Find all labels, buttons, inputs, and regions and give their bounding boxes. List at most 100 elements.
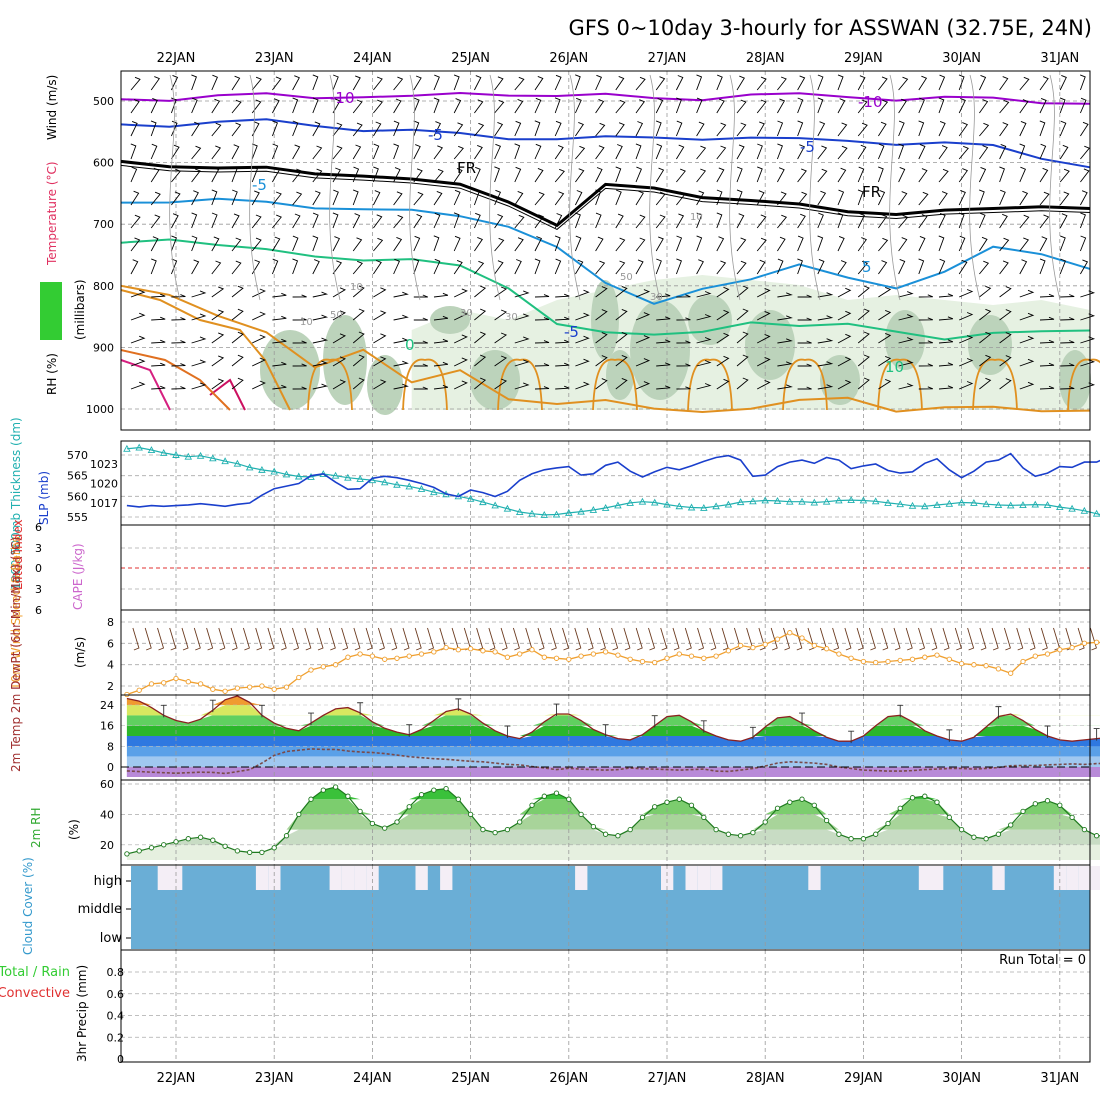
rh-contour — [569, 74, 581, 301]
wind-barb — [837, 260, 847, 275]
rh-tick-label: 20 — [100, 839, 114, 852]
rh2m-point — [848, 836, 854, 842]
wind-barb — [1059, 213, 1068, 229]
rh-contour — [649, 74, 661, 301]
wind-speed-point — [566, 656, 572, 662]
wind-barb-10m — [304, 627, 312, 651]
ylabel-rh: RH (%) — [45, 353, 59, 395]
wind-barb — [918, 363, 933, 367]
temp-minmax-bar — [700, 720, 707, 733]
wind-barb — [211, 378, 225, 390]
cloud-high-gap — [685, 866, 698, 890]
wind-barb — [554, 120, 562, 137]
wind-barb — [555, 385, 570, 390]
wind-speed-point — [541, 654, 547, 660]
wind-barb — [352, 377, 365, 390]
wind-barb — [292, 144, 301, 160]
wind-barb — [191, 259, 200, 275]
wind-barb — [474, 236, 483, 252]
wind-barb-10m — [672, 627, 680, 651]
wind-speed-point — [823, 646, 830, 652]
wind-barb — [655, 214, 666, 229]
rh-shade-dark — [968, 315, 1012, 375]
wind-speed-point — [848, 655, 854, 661]
wind-speed-point — [676, 651, 682, 657]
precip-tick-label: 0.4 — [107, 1010, 125, 1023]
rh2m-point — [590, 823, 597, 830]
warm-isotherm-arch — [687, 358, 733, 411]
wind-barb — [332, 167, 341, 183]
rh2m-point — [443, 785, 449, 792]
wind-barb — [171, 317, 186, 321]
wind-barb-10m — [684, 627, 692, 651]
wind-barb — [635, 289, 651, 298]
wind-barb — [272, 214, 282, 229]
wind-barb — [777, 214, 788, 229]
wind-barb — [150, 97, 158, 114]
wind-barb — [474, 285, 487, 298]
wind-barb — [292, 97, 299, 114]
wind-barb — [979, 308, 992, 321]
wind-speed-point — [394, 655, 400, 661]
wind-barb — [191, 145, 202, 160]
thickness-point — [331, 471, 340, 479]
wind-barb — [696, 121, 705, 137]
wind-barb — [898, 76, 909, 91]
wind-barb — [958, 97, 966, 114]
thickness-point — [970, 499, 978, 506]
wind-barb-10m — [427, 627, 435, 651]
wind-barb — [151, 339, 166, 344]
wind-speed-point — [873, 659, 879, 666]
temp-minmax-bar — [946, 729, 953, 742]
wind-barb-10m — [365, 627, 373, 651]
wind-barb — [413, 235, 421, 252]
wind-barb — [1019, 76, 1030, 91]
wind-barb — [857, 354, 870, 367]
wind-barb — [959, 381, 974, 390]
wind-speed-point — [713, 653, 719, 659]
wind-barb — [332, 212, 339, 229]
wind-barb — [898, 214, 909, 229]
wind-barb — [373, 214, 383, 229]
wind-barb — [999, 143, 1007, 160]
thickness-point — [184, 452, 193, 460]
rh2m-point — [566, 796, 572, 802]
wind-barb — [999, 76, 1009, 91]
wind-barb — [130, 289, 146, 298]
wind-barb — [877, 189, 886, 206]
wind-speed-point — [492, 649, 498, 655]
wind-barb — [797, 235, 804, 252]
ylabel-cape: CAPE (J/kg) — [71, 543, 85, 610]
rh2m-point — [197, 834, 204, 840]
wind-barb — [696, 314, 712, 321]
wind-barb — [231, 213, 240, 229]
wind-barb — [918, 143, 926, 160]
wind-barb — [817, 338, 834, 344]
wind-barb — [756, 333, 771, 344]
wind-barb — [534, 258, 541, 275]
warm-isotherm — [120, 349, 231, 411]
temp-minmax-bar — [258, 704, 265, 718]
ylabel-cloud: Cloud Cover (%) — [21, 857, 35, 955]
wind-barb — [736, 189, 743, 206]
wind-barb — [393, 120, 400, 137]
wind-barb — [413, 294, 428, 298]
wind-barb — [979, 377, 992, 390]
wind-barb — [231, 144, 240, 160]
date-label-top: 24JAN — [353, 51, 392, 66]
wind-barb — [716, 332, 730, 344]
li-tick-label: 3 — [35, 542, 42, 555]
wind-barb — [272, 338, 287, 344]
wind-barb — [574, 74, 581, 91]
wind-barb — [150, 120, 157, 137]
wind-barb-10m — [832, 627, 840, 651]
thickness-point — [614, 501, 622, 509]
temp-band — [126, 736, 1100, 747]
wind-barb — [413, 340, 428, 344]
wind-barb-10m — [169, 627, 177, 651]
wind-barb — [231, 75, 241, 91]
rh-contour — [729, 74, 741, 301]
slp-tick-label: 1020 — [90, 478, 118, 491]
temp-tick-label: 8 — [107, 740, 114, 753]
